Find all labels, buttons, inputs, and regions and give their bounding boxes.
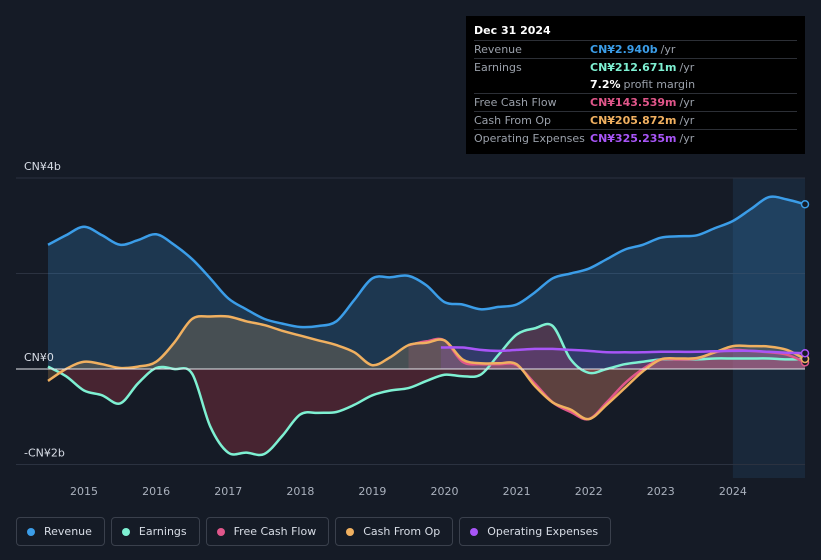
legend-label: Free Cash Flow — [233, 525, 317, 538]
tooltip-value: CN¥143.539m — [590, 96, 677, 109]
tooltip-unit: /yr — [679, 96, 695, 109]
tooltip-value: CN¥212.671m — [590, 61, 677, 74]
x-tick-label: 2018 — [286, 485, 314, 498]
revenue-end-point — [800, 200, 810, 209]
y-tick-label: CN¥0 — [24, 351, 54, 364]
operating-expenses-line — [440, 346, 806, 355]
forecast-highlight-region — [732, 178, 805, 478]
x-tick-label: 2021 — [503, 485, 531, 498]
x-tick-label: 2017 — [214, 485, 242, 498]
legend-label: Revenue — [44, 525, 92, 538]
y-tick-label: CN¥4b — [24, 160, 61, 173]
tooltip-label: Operating Expenses — [474, 132, 585, 145]
x-tick-label: 2019 — [358, 485, 386, 498]
cash-from-op-line — [47, 314, 806, 421]
operating-expenses-end-point — [800, 348, 810, 358]
legend-item-operating-expenses[interactable]: Operating Expenses — [459, 517, 612, 546]
tooltip-label: Revenue — [474, 43, 522, 56]
x-tick-label: 2024 — [719, 485, 747, 498]
legend-label: Cash From Op — [363, 525, 441, 538]
legend-item-earnings[interactable]: Earnings — [110, 517, 200, 546]
tooltip-row-free-cash-flow: Free Cash Flow CN¥143.539m /yr — [474, 93, 797, 111]
legend-item-revenue[interactable]: Revenue — [16, 517, 105, 546]
tooltip-value: CN¥325.235m — [590, 132, 677, 145]
tooltip-unit: /yr — [679, 114, 695, 127]
tooltip-date: Dec 31 2024 — [474, 24, 551, 37]
chart-legend: Revenue Earnings Free Cash Flow Cash Fro… — [16, 517, 617, 546]
tooltip-label: Cash From Op — [474, 114, 552, 127]
earnings-area — [48, 324, 805, 455]
x-tick-label: 2023 — [647, 485, 675, 498]
data-tooltip: Dec 31 2024 Revenue CN¥2.940b /yr Earnin… — [466, 16, 805, 154]
y-tick-label: -CN¥2b — [24, 447, 65, 460]
tooltip-value: CN¥205.872m — [590, 114, 677, 127]
tooltip-row-earnings: Earnings CN¥212.671m /yr — [474, 58, 797, 76]
legend-item-cash-from-op[interactable]: Cash From Op — [335, 517, 454, 546]
revenue-area — [48, 196, 805, 369]
tooltip-unit: /yr — [679, 61, 695, 74]
revenue-line — [47, 195, 806, 329]
legend-item-free-cash-flow[interactable]: Free Cash Flow — [205, 517, 330, 546]
tooltip-value: 7.2% — [590, 78, 621, 91]
legend-dot-icon — [27, 527, 35, 536]
tooltip-unit: profit margin — [623, 78, 696, 91]
tooltip-unit: /yr — [660, 43, 676, 56]
tooltip-row-profit-margin: 7.2% profit margin — [474, 76, 797, 93]
x-tick-label: 2015 — [70, 485, 98, 498]
legend-dot-icon — [470, 527, 479, 536]
legend-dot-icon — [121, 527, 130, 536]
tooltip-unit: /yr — [679, 132, 695, 145]
legend-label: Operating Expenses — [487, 525, 599, 538]
tooltip-label: Free Cash Flow — [474, 96, 557, 109]
legend-label: Earnings — [138, 525, 187, 538]
x-tick-label: 2020 — [431, 485, 459, 498]
legend-dot-icon — [216, 527, 225, 536]
tooltip-row-operating-expenses: Operating Expenses CN¥325.235m /yr — [474, 129, 797, 147]
tooltip-label: Earnings — [474, 61, 522, 74]
x-tick-label: 2016 — [142, 485, 170, 498]
legend-dot-icon — [346, 527, 355, 536]
tooltip-value: CN¥2.940b — [590, 43, 658, 56]
x-tick-label: 2022 — [575, 485, 603, 498]
tooltip-row-revenue: Revenue CN¥2.940b /yr — [474, 40, 797, 58]
tooltip-row-cash-from-op: Cash From Op CN¥205.872m /yr — [474, 111, 797, 129]
